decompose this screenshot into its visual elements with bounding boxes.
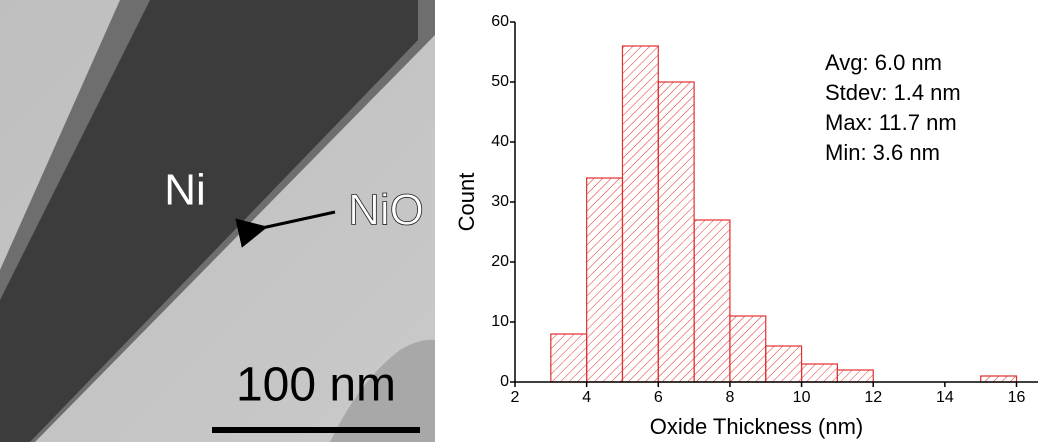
scale-label: 100 nm <box>236 359 396 412</box>
nickel-core <box>0 0 418 442</box>
x-tick-label: 10 <box>793 389 811 406</box>
y-tick-label: 0 <box>500 373 509 390</box>
ni-label: Ni <box>164 166 206 215</box>
annotation: Min: 3.6 nm <box>825 140 940 165</box>
y-tick-label: 30 <box>491 193 509 210</box>
y-axis-label: Count <box>454 173 479 232</box>
arrow <box>235 210 336 248</box>
bar <box>800 363 838 383</box>
histogram-chart: 0 10 20 30 40 50 60 2 4 6 8 10 12 14 16 Oxide Thickness… <box>454 13 1038 439</box>
annotation: Max: 11.7 nm <box>825 110 957 135</box>
x-tick-label: 14 <box>936 389 954 406</box>
bar <box>693 219 731 383</box>
x-tick-label: 12 <box>864 389 882 406</box>
bar <box>980 375 1018 383</box>
bar <box>836 369 874 383</box>
bar <box>729 315 767 383</box>
debris <box>330 339 435 442</box>
x-tick-label: 4 <box>582 389 591 406</box>
bar <box>586 177 624 383</box>
y-tick-label: 50 <box>491 73 509 90</box>
y-tick-label: 40 <box>491 133 509 150</box>
x-axis-label: Oxide Thickness (nm) <box>650 414 864 439</box>
nio-label: NiO <box>348 186 424 235</box>
annotation: Stdev: 1.4 nm <box>825 80 961 105</box>
annotation: Avg: 6.0 nm <box>825 50 942 75</box>
x-tick-label: 6 <box>654 389 663 406</box>
bar <box>621 45 659 383</box>
bar <box>765 345 803 383</box>
y-tick-label: 60 <box>491 13 509 30</box>
y-tick-label: 10 <box>491 313 509 330</box>
micrograph: Ni NiO 100 nm <box>0 0 435 442</box>
bar <box>550 333 588 383</box>
x-tick-label: 2 <box>511 389 520 406</box>
x-tick-label: 8 <box>725 389 734 406</box>
bar <box>657 81 695 383</box>
y-tick-label: 20 <box>491 253 509 270</box>
x-tick-label: 16 <box>1008 389 1026 406</box>
